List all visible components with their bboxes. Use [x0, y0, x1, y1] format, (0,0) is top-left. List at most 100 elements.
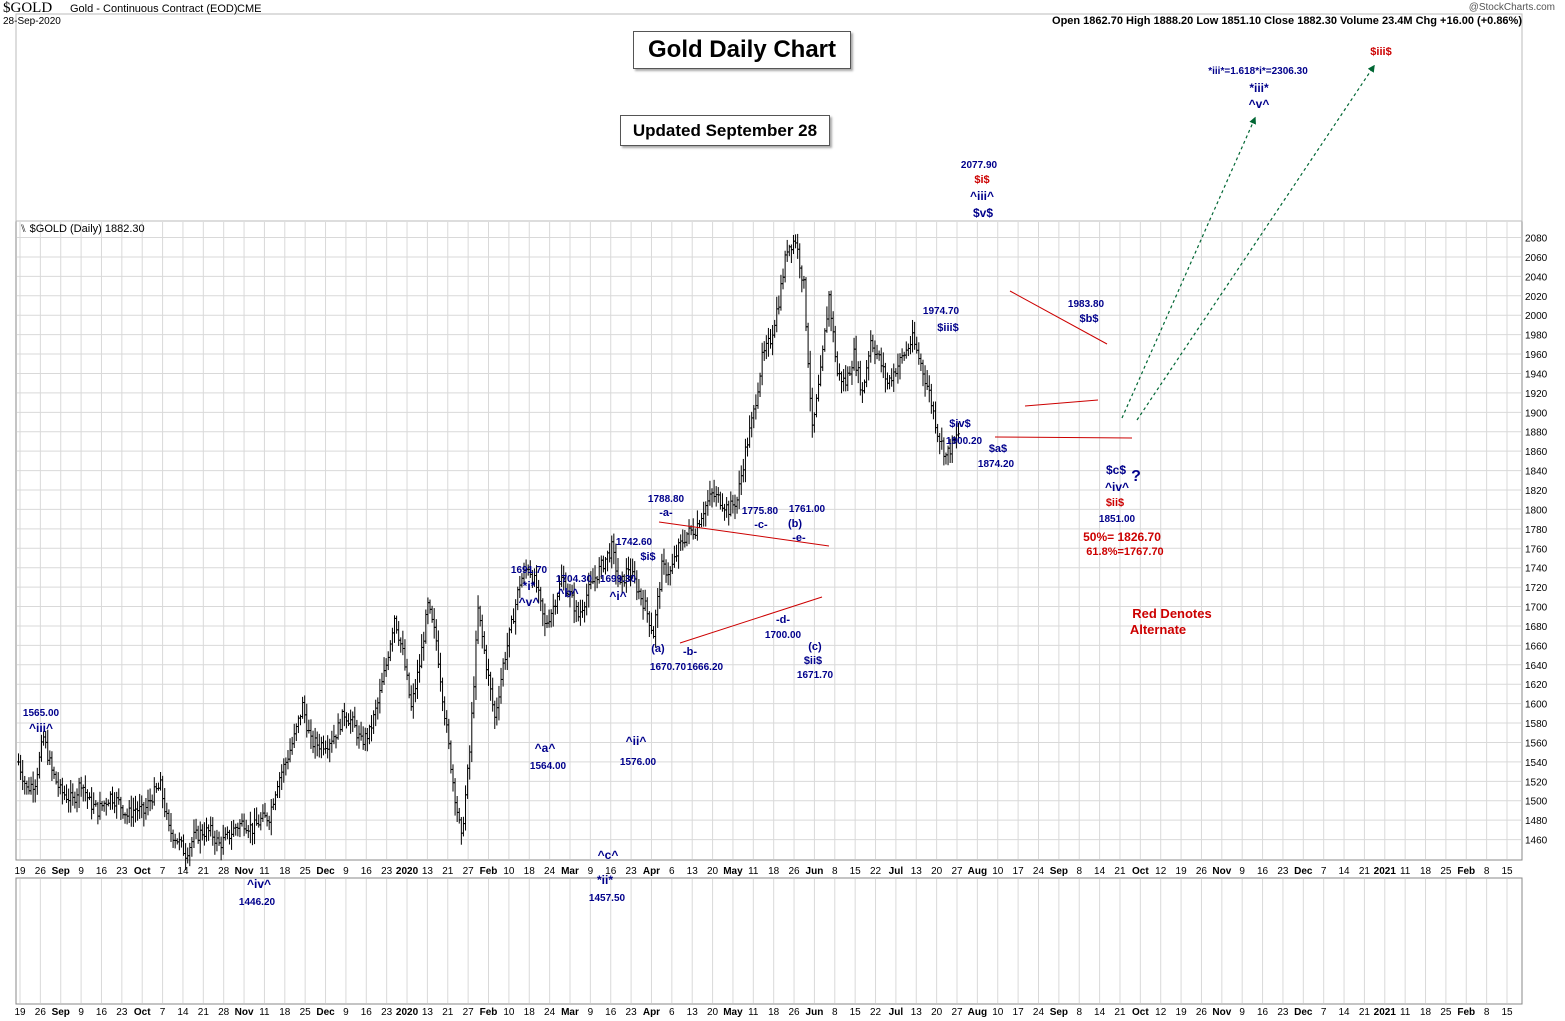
ohlc-bar — [173, 833, 177, 849]
ohlc-bar — [541, 598, 545, 627]
ohlc-bar — [290, 736, 294, 755]
x-tick-label-lower: 25 — [1440, 1007, 1452, 1018]
ohlc-bar — [913, 321, 917, 350]
ohlc-bar — [831, 311, 835, 343]
x-tick-label-lower: 16 — [605, 1007, 617, 1018]
x-tick-label: 14 — [1094, 866, 1106, 877]
ohlc-bar — [727, 500, 731, 526]
pennant-lower-line — [1024, 399, 1099, 407]
x-tick-label: 27 — [951, 866, 963, 877]
ohlc-bar — [798, 243, 802, 279]
wave-label-b-d: $b$ — [1080, 313, 1099, 325]
x-tick-label: 16 — [1257, 866, 1269, 877]
x-tick-label-lower: 28 — [218, 1007, 230, 1018]
ohlc-bar — [430, 605, 434, 623]
ohlc-bar — [472, 676, 476, 719]
x-tick-label: 15 — [850, 866, 862, 877]
x-tick-label: May — [723, 866, 743, 877]
ohlc-bar — [495, 697, 499, 726]
ohlc-bar — [434, 619, 438, 651]
ohlc-bar — [127, 799, 131, 823]
wave-label-l1576: 1576.00 — [620, 757, 657, 768]
x-tick-label: 14 — [1338, 866, 1350, 877]
ohlc-bar — [645, 597, 649, 623]
y-tick-label: 1820 — [1525, 486, 1548, 497]
ohlc-bar — [390, 627, 394, 652]
wave-label-l1565: 1565.00 — [23, 708, 60, 719]
date: 28-Sep-2020 — [3, 16, 61, 27]
ohlc-bar — [660, 553, 664, 592]
ohlc-bar — [783, 250, 787, 283]
price-panel-frame — [15, 220, 1523, 861]
wave-label-l1851: 1851.00 — [1099, 514, 1136, 525]
ohlc-bar — [29, 776, 33, 795]
y-tick-label: 1880 — [1525, 428, 1548, 439]
ohlc-bar — [397, 621, 401, 646]
x-tick-label-lower: 23 — [116, 1007, 128, 1018]
ohlc-bar — [468, 745, 472, 780]
wave-label-iii-star: *iii* — [1249, 81, 1269, 95]
ohlc-bar — [829, 290, 833, 332]
support-line — [994, 436, 1133, 439]
wave-label-c-d: $c$ — [1106, 463, 1126, 477]
ohlc-bar — [476, 595, 480, 645]
ohlc-bar — [499, 667, 503, 704]
x-tick-label: 16 — [96, 866, 108, 877]
ohlc-bar — [681, 529, 685, 551]
ohlc-bar — [706, 490, 710, 516]
ohlc-bar — [817, 374, 821, 402]
wave-label-i-red: $i$ — [974, 174, 989, 186]
upper-area-frame — [15, 13, 1523, 222]
wave-label-l1775: 1775.80 — [742, 506, 779, 517]
ohlc-bar — [491, 677, 495, 712]
x-tick-label-lower: 2021 — [1374, 1007, 1397, 1018]
wave-label-a-dash: -a- — [659, 507, 673, 519]
ohlc-bar — [581, 599, 584, 618]
x-tick-label-lower: Sep — [52, 1007, 70, 1018]
ohlc-bar — [198, 821, 202, 854]
ohlc-bar — [539, 586, 543, 612]
ohlc-bar — [165, 802, 169, 820]
ohlc-bar — [267, 815, 271, 831]
ohlc-bar — [837, 363, 841, 381]
wave-label-iii-a: ^iii^ — [29, 721, 53, 735]
ohlc-bar — [894, 368, 898, 377]
ohlc-bar — [700, 512, 704, 528]
ohlc-bar — [388, 640, 392, 662]
wave-label-l1700: 1700.00 — [765, 630, 802, 641]
ohlc-bar — [334, 734, 338, 749]
ohlc-bar — [583, 601, 587, 623]
ohlc-bar — [658, 581, 662, 609]
ohlc-bar — [731, 494, 735, 514]
wave-label-a-d: $a$ — [989, 443, 1007, 455]
x-tick-label: 24 — [544, 866, 556, 877]
wave-label-iii-d: $iii$ — [937, 322, 958, 334]
ohlc-bar — [56, 772, 60, 797]
y-tick-label: 1720 — [1525, 583, 1548, 594]
ohlc-bar — [729, 491, 733, 517]
y-tick-label: 1680 — [1525, 622, 1548, 633]
ohlc-bar — [259, 812, 263, 831]
ohlc-bar — [643, 589, 647, 612]
y-tick-label: 2080 — [1525, 234, 1548, 245]
ohlc-bar — [236, 822, 240, 837]
ohlc-bar — [265, 812, 269, 827]
ohlc-bar — [931, 401, 935, 420]
ohlc-bar — [344, 712, 348, 729]
ohlc-bar — [177, 832, 181, 851]
ohlc-bar — [194, 818, 198, 840]
ohlc-bar — [88, 792, 92, 800]
ohlc-bar — [725, 497, 729, 518]
price-grid — [17, 222, 1521, 859]
ohlc-bar — [695, 510, 699, 541]
ohlc-bar — [326, 735, 330, 759]
ohlc-bar — [156, 782, 160, 791]
x-tick-label: Aug — [968, 866, 987, 877]
ohlc-bar — [432, 608, 436, 639]
ohlc-bar — [33, 779, 37, 803]
x-tick-label-lower: 17 — [1013, 1007, 1025, 1018]
x-tick-label: 25 — [300, 866, 312, 877]
ohlc-bar — [453, 778, 457, 816]
ohlc-bar — [188, 842, 192, 867]
ohlc-bar — [305, 703, 309, 738]
